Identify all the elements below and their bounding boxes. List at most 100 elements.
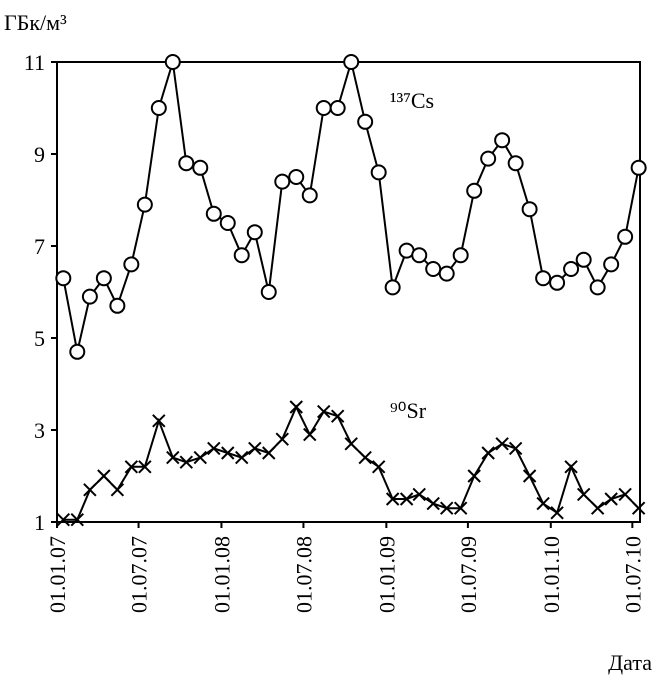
data-point: [370, 164, 387, 181]
data-point: [178, 155, 195, 172]
data-point: [426, 496, 440, 511]
y-tick-label: 7: [34, 234, 45, 259]
x-tick-label: 01.07.09: [456, 536, 481, 613]
data-point: [124, 460, 139, 474]
data-point: [535, 270, 552, 287]
data-point: [563, 261, 580, 277]
data-point: [357, 113, 374, 130]
data-point: [536, 496, 550, 511]
data-point: [371, 460, 386, 474]
data-point: [262, 446, 276, 460]
data-point: [150, 100, 167, 116]
data-point: [589, 279, 606, 296]
data-point: [260, 284, 277, 300]
y-axis-label: ГБк/м³: [4, 10, 67, 35]
data-point: [440, 501, 454, 515]
data-point: [521, 201, 538, 218]
data-point: [166, 450, 180, 465]
data-point: [590, 501, 605, 515]
data-point: [70, 512, 84, 527]
y-tick-label: 5: [34, 326, 45, 351]
data-point: [55, 270, 72, 287]
data-point: [205, 205, 222, 222]
data-point: [246, 224, 263, 241]
x-tick-label: 01.01.07: [45, 536, 70, 613]
data-point: [617, 228, 634, 245]
data-point: [83, 483, 97, 497]
data-point: [425, 261, 442, 277]
data-point: [384, 279, 401, 296]
data-point: [495, 437, 509, 451]
data-point: [207, 441, 221, 456]
data-point: [109, 297, 126, 314]
series-label: ⁹⁰Sr: [390, 398, 427, 423]
data-point: [274, 173, 291, 190]
x-axis-label: Дата: [608, 650, 652, 675]
data-point: [481, 446, 495, 460]
data-point: [438, 265, 455, 282]
data-point: [508, 441, 523, 456]
data-point: [550, 506, 564, 520]
data-point: [522, 469, 537, 483]
data-point: [564, 460, 578, 474]
series-label: ¹³⁷Cs: [390, 88, 434, 113]
data-point: [81, 288, 98, 305]
data-point: [631, 501, 646, 515]
data-point: [97, 469, 111, 483]
data-point: [358, 450, 372, 465]
data-point: [412, 487, 426, 502]
data-point: [275, 432, 289, 446]
data-point: [179, 455, 194, 469]
data-point: [303, 427, 317, 442]
data-point: [480, 150, 497, 167]
data-point: [411, 247, 428, 264]
y-tick-label: 3: [34, 418, 45, 443]
data-point: [56, 512, 71, 527]
data-point: [604, 492, 618, 506]
x-tick-label: 01.07.07: [127, 536, 152, 613]
data-point: [164, 54, 181, 70]
data-point: [138, 460, 152, 474]
x-tick-label: 01.01.08: [209, 536, 234, 613]
data-point: [385, 492, 400, 506]
data-point: [152, 414, 166, 428]
data-point: [69, 343, 86, 360]
data-point: [576, 487, 591, 502]
data-point: [289, 400, 303, 414]
data-point: [235, 450, 249, 465]
data-point: [630, 159, 647, 176]
x-tick-label: 01.07.10: [620, 536, 645, 613]
data-point: [123, 256, 140, 273]
data-point: [233, 247, 250, 264]
data-point: [603, 256, 620, 273]
data-point: [221, 446, 235, 460]
data-point: [110, 483, 125, 497]
data-point: [452, 247, 469, 264]
data-point: [136, 196, 153, 213]
data-point: [575, 251, 592, 268]
data-point: [329, 100, 346, 116]
data-point: [467, 469, 481, 483]
data-point: [618, 487, 632, 502]
data-point: [344, 437, 358, 451]
data-point: [507, 155, 524, 172]
data-point: [494, 132, 511, 149]
y-tick-label: 9: [34, 142, 45, 167]
x-tick-label: 01.07.08: [291, 536, 316, 613]
data-point: [466, 182, 483, 199]
x-tick-label: 01.01.10: [539, 536, 564, 613]
data-point: [399, 492, 414, 506]
data-point: [453, 501, 468, 515]
data-point: [301, 187, 318, 204]
data-point: [330, 409, 345, 423]
data-point: [343, 54, 360, 70]
data-point: [95, 270, 112, 287]
x-tick-label: 01.01.09: [374, 536, 399, 613]
plot-frame: [56, 61, 641, 523]
data-point: [315, 100, 332, 116]
data-point: [219, 215, 236, 231]
data-point: [549, 274, 566, 291]
data-point: [248, 441, 262, 456]
data-point: [192, 159, 209, 176]
